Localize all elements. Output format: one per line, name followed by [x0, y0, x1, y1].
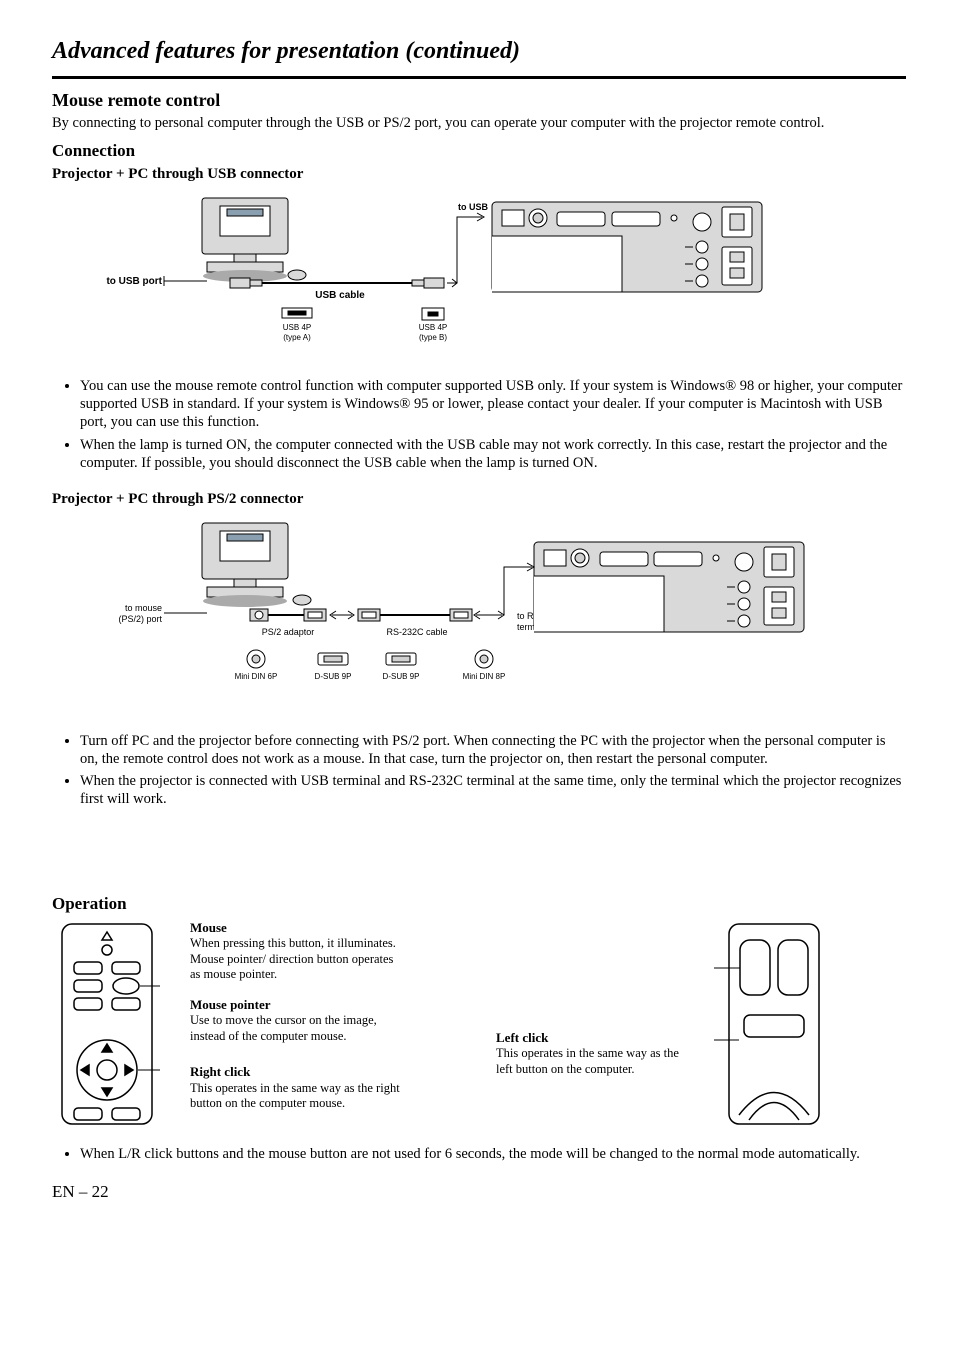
title-rule: [52, 76, 906, 79]
usb-cable-label: USB cable: [315, 290, 365, 301]
type-b-label: (type B): [419, 333, 447, 342]
ps2-note-1: Turn off PC and the projector before con…: [80, 732, 906, 768]
ps2-subheading: Projector + PC through PS/2 connector: [52, 490, 906, 509]
operation-notes: When L/R click buttons and the mouse but…: [52, 1145, 906, 1163]
type-a-label: (type A): [283, 333, 311, 342]
ps2-note-2: When the projector is connected with USB…: [80, 772, 906, 808]
mouse-remote-body: By connecting to personal computer throu…: [52, 114, 906, 132]
usb-diagram: to USB port USB cable to USB USB 4P (typ…: [52, 192, 906, 368]
usb-note-1: You can use the mouse remote control fun…: [80, 377, 906, 431]
ps2-port-label: (PS/2) port: [118, 614, 162, 624]
to-usb-port-label: to USB port: [106, 276, 162, 287]
remote-bottom-icon: [714, 920, 834, 1130]
pointer-desc: Use to move the cursor on the image, ins…: [190, 1013, 400, 1044]
ps2-notes: Turn off PC and the projector before con…: [52, 732, 906, 809]
operation-row: Mouse When pressing this button, it illu…: [52, 920, 906, 1136]
usb-notes: You can use the mouse remote control fun…: [52, 377, 906, 472]
mouse-remote-heading: Mouse remote control: [52, 89, 906, 112]
connection-heading: Connection: [52, 140, 906, 161]
usb-subheading: Projector + PC through USB connector: [52, 165, 906, 184]
mouse-title: Mouse: [190, 920, 400, 936]
dsub9p-1-label: D-SUB 9P: [315, 672, 352, 681]
to-usb-label: to USB: [458, 202, 488, 212]
page-title: Advanced features for presentation (cont…: [52, 36, 906, 70]
rs232-cable-label: RS-232C cable: [386, 627, 447, 637]
lclick-desc: This operates in the same way as the lef…: [496, 1046, 686, 1077]
to-mouse-label: to mouse: [125, 603, 162, 613]
mouse-desc: When pressing this button, it illuminate…: [190, 936, 400, 983]
usb4p-a-label: USB 4P: [283, 323, 311, 332]
dsub9p-2-label: D-SUB 9P: [383, 672, 420, 681]
mini-din-6p-label: Mini DIN 6P: [235, 672, 278, 681]
usb-note-2: When the lamp is turned ON, the computer…: [80, 436, 906, 472]
ps2-adaptor-label: PS/2 adaptor: [262, 627, 315, 637]
rclick-desc: This operates in the same way as the rig…: [190, 1081, 400, 1112]
ps2-diagram: to mouse (PS/2) port PS/2 adaptor RS-232…: [52, 517, 906, 723]
lclick-title: Left click: [496, 1030, 686, 1046]
rclick-title: Right click: [190, 1064, 400, 1080]
operation-note-1: When L/R click buttons and the mouse but…: [80, 1145, 906, 1163]
operation-heading: Operation: [52, 893, 906, 914]
remote-top-icon: [52, 920, 162, 1130]
mini-din-8p-label: Mini DIN 8P: [463, 672, 506, 681]
pointer-title: Mouse pointer: [190, 997, 400, 1013]
page-number: EN – 22: [52, 1181, 906, 1202]
usb4p-b-label: USB 4P: [419, 323, 447, 332]
